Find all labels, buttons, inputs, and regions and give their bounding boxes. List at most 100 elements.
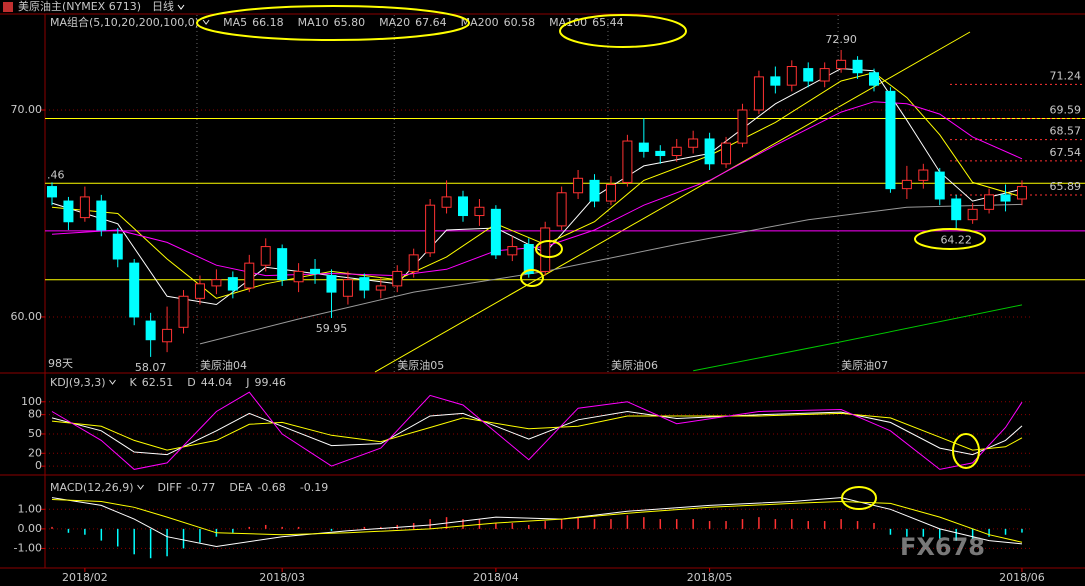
candle-body (162, 328, 173, 343)
candle-body (129, 262, 140, 318)
level-label: 65.89 (1050, 180, 1082, 193)
annotation: 72.90 (825, 33, 857, 46)
candle-body (556, 192, 567, 227)
candle-body (227, 277, 238, 291)
legend-value: 44.04 (201, 376, 233, 389)
candle-body (984, 194, 995, 210)
candle-body (967, 208, 978, 221)
candle-body (852, 59, 863, 74)
candle-body (326, 275, 337, 293)
series-line (51, 101, 1023, 277)
candle-body (622, 140, 633, 183)
x-tick-label: 2018/03 (259, 571, 305, 584)
legend-value: -0.19 (300, 481, 328, 494)
candle-body (408, 254, 419, 272)
candle-body (523, 244, 534, 274)
contract-label: 美原油06 (611, 358, 658, 372)
series-line (51, 410, 1023, 456)
header-title: 美原油主(NYMEX 6713) (18, 0, 141, 13)
legend-value: 99.46 (254, 376, 286, 389)
horizontal-line-label: .46 (47, 168, 65, 181)
contract-label: 美原油04 (200, 358, 247, 372)
candle-body (375, 285, 386, 291)
candle-body (507, 246, 518, 256)
dropdown-chevron[interactable] (137, 484, 144, 490)
series-line (51, 497, 1023, 548)
candle-body (721, 142, 732, 165)
y-tick-label: 20 (28, 446, 42, 459)
series-line (51, 499, 1023, 543)
highlight-ellipse (535, 240, 563, 258)
legend-value: 60.58 (504, 16, 536, 29)
series-line (51, 68, 1023, 306)
y-tick-label: 100 (21, 395, 42, 408)
candle-body (293, 270, 304, 283)
series-line (199, 203, 1023, 345)
highlight-ellipse (914, 228, 986, 250)
candle-body (425, 204, 436, 254)
y-tick-label: 70.00 (11, 103, 43, 116)
level-label: 67.54 (1050, 146, 1082, 159)
contract-label: 美原油07 (841, 358, 888, 372)
candle-body (211, 279, 222, 287)
dropdown-chevron[interactable] (202, 19, 210, 25)
candle-body (885, 90, 896, 190)
highlight-ellipses (196, 5, 986, 510)
highlight-ellipse (196, 5, 470, 41)
legend-value: -0.77 (187, 481, 215, 494)
candle-body (918, 169, 929, 181)
y-tick-label: 60.00 (11, 310, 43, 323)
period-chevron[interactable] (177, 4, 185, 10)
candle-body (951, 198, 962, 221)
header-period[interactable]: 日线 (152, 0, 174, 13)
candle-body (737, 109, 748, 144)
candle-body (770, 76, 781, 86)
legend-value: -0.68 (257, 481, 285, 494)
level-label: 69.59 (1050, 103, 1082, 116)
candle-body (573, 177, 584, 194)
candle-body (145, 320, 156, 341)
candle-body (540, 227, 551, 272)
candle-body (688, 138, 699, 148)
highlight-ellipse (841, 486, 877, 510)
y-tick-label: -1.00 (14, 541, 42, 554)
candle-body (836, 59, 847, 70)
x-tick-label: 2018/04 (473, 571, 519, 584)
series-line (51, 391, 1023, 470)
legend-name: D (187, 376, 195, 389)
x-tick-label: 2018/06 (999, 571, 1045, 584)
y-tick-label: 1.00 (18, 502, 43, 515)
legend-name: DEA (229, 481, 252, 494)
legend-value: 67.64 (415, 16, 447, 29)
candle-body (47, 186, 57, 198)
legend-value: 62.51 (142, 376, 174, 389)
annotation: 59.95 (316, 322, 348, 335)
y-tick-label: 50 (28, 427, 42, 440)
candle-body (342, 279, 353, 297)
candle-body (803, 68, 814, 82)
candle-body (260, 246, 271, 266)
candle-body (605, 183, 616, 202)
legend-name: DIFF (158, 481, 182, 494)
candle-body (589, 179, 600, 202)
highlight-ellipse (952, 433, 980, 469)
highlight-ellipse (559, 14, 687, 48)
legend-name: MA10 (298, 16, 329, 29)
legend-value: 65.80 (334, 16, 366, 29)
legend-name: K (130, 376, 138, 389)
candle-body (1000, 194, 1011, 202)
candle-body (277, 248, 288, 281)
x-tick-label: 2018/02 (62, 571, 108, 584)
candle-body (194, 283, 205, 299)
dropdown-chevron[interactable] (109, 379, 116, 385)
candle-body (79, 196, 90, 219)
legend-title: MA组合(5,10,20,200,100,0) (50, 15, 199, 29)
candle-body (704, 138, 715, 165)
legend-value: 65.44 (592, 16, 624, 29)
candle-body (178, 295, 189, 328)
y-tick-label: 0 (35, 459, 42, 472)
legend-title: KDJ(9,3,3) (50, 376, 106, 389)
legend-name: J (245, 376, 249, 389)
